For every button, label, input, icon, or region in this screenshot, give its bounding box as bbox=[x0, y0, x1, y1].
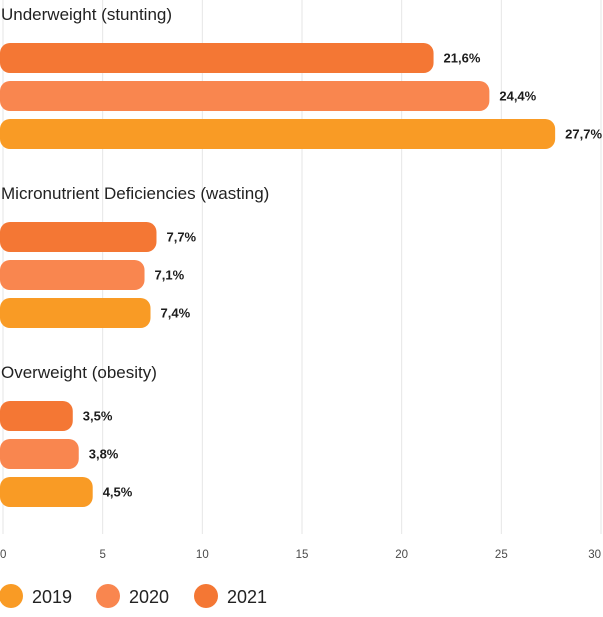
x-tick-label: 5 bbox=[99, 549, 105, 561]
bar-2019 bbox=[0, 477, 93, 507]
data-label: 21,6% bbox=[444, 51, 481, 66]
x-axis: 0 5 10 15 20 25 30 bbox=[0, 549, 601, 561]
x-tick-label: 10 bbox=[196, 549, 209, 561]
x-tick-label: 20 bbox=[395, 549, 408, 561]
bar-2021 bbox=[0, 401, 73, 431]
x-tick-label: 25 bbox=[495, 549, 508, 561]
legend-swatch-2019 bbox=[0, 584, 23, 608]
data-label: 4,5% bbox=[103, 485, 133, 500]
legend-swatch-2020 bbox=[96, 584, 120, 608]
legend: 2019 2020 2021 bbox=[0, 584, 267, 608]
bar-2021 bbox=[0, 222, 157, 252]
bar-2020 bbox=[0, 81, 490, 111]
legend-label: 2019 bbox=[32, 587, 72, 607]
legend-swatch-2021 bbox=[194, 584, 218, 608]
bars-layer bbox=[0, 43, 556, 507]
data-label: 3,5% bbox=[83, 409, 113, 424]
category-title: Micronutrient Deficiencies (wasting) bbox=[1, 184, 269, 203]
x-tick-label: 15 bbox=[296, 549, 309, 561]
category-title: Overweight (obesity) bbox=[1, 363, 157, 382]
bar-2019 bbox=[0, 298, 151, 328]
legend-label: 2020 bbox=[129, 587, 169, 607]
data-label: 7,4% bbox=[161, 306, 191, 321]
x-tick-label: 30 bbox=[588, 549, 601, 561]
data-label: 7,7% bbox=[166, 230, 196, 245]
data-label: 27,7% bbox=[565, 127, 602, 142]
legend-label: 2021 bbox=[227, 587, 267, 607]
labels-layer: Underweight (stunting) 21,6% 24,4% 27,7% Mic… bbox=[1, 5, 602, 500]
bar-2020 bbox=[0, 439, 79, 469]
x-tick-label: 0 bbox=[0, 549, 6, 561]
category-title: Underweight (stunting) bbox=[1, 5, 172, 24]
bar-2019 bbox=[0, 119, 556, 149]
data-label: 7,1% bbox=[155, 268, 185, 283]
bar-2021 bbox=[0, 43, 434, 73]
data-label: 24,4% bbox=[499, 89, 536, 104]
data-label: 3,8% bbox=[89, 447, 119, 462]
bar-2020 bbox=[0, 260, 145, 290]
